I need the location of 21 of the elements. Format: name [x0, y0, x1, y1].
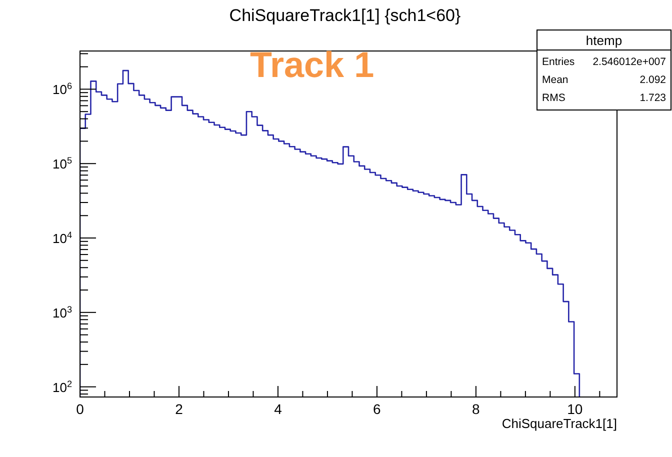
text: htemp	[586, 33, 622, 48]
x-tick-label: 6	[373, 401, 382, 417]
annotation: Entries	[542, 56, 575, 68]
y-tick-label: 10$^{4}$	[52, 230, 72, 246]
y-tick-label: 10$^{6}$	[52, 81, 72, 98]
annotation: Mean	[542, 74, 568, 86]
text: 1.723	[640, 92, 666, 104]
x-tick-label: 4	[274, 401, 282, 417]
x-tick-label: 8	[472, 401, 480, 417]
y-tick-label: 10$^{5}$	[52, 156, 72, 172]
annotation: Track 1	[250, 44, 374, 85]
chart-title: ChiSquareTrack1[1] {sch1<60}	[229, 6, 462, 25]
x-tick-label: 10	[567, 401, 583, 417]
text: 2.092	[640, 74, 666, 86]
y-tick-label: 10$^{3}$	[52, 304, 72, 320]
x-tick-label: 0	[76, 401, 84, 417]
y-tick-label: 10$^{2}$	[52, 378, 72, 395]
annotation: 2.546012e+007	[592, 56, 666, 68]
x-axis-title: ChiSquareTrack1[1]	[502, 416, 617, 431]
x-tick-label: 2	[175, 401, 184, 417]
annotation: RMS	[542, 92, 566, 104]
